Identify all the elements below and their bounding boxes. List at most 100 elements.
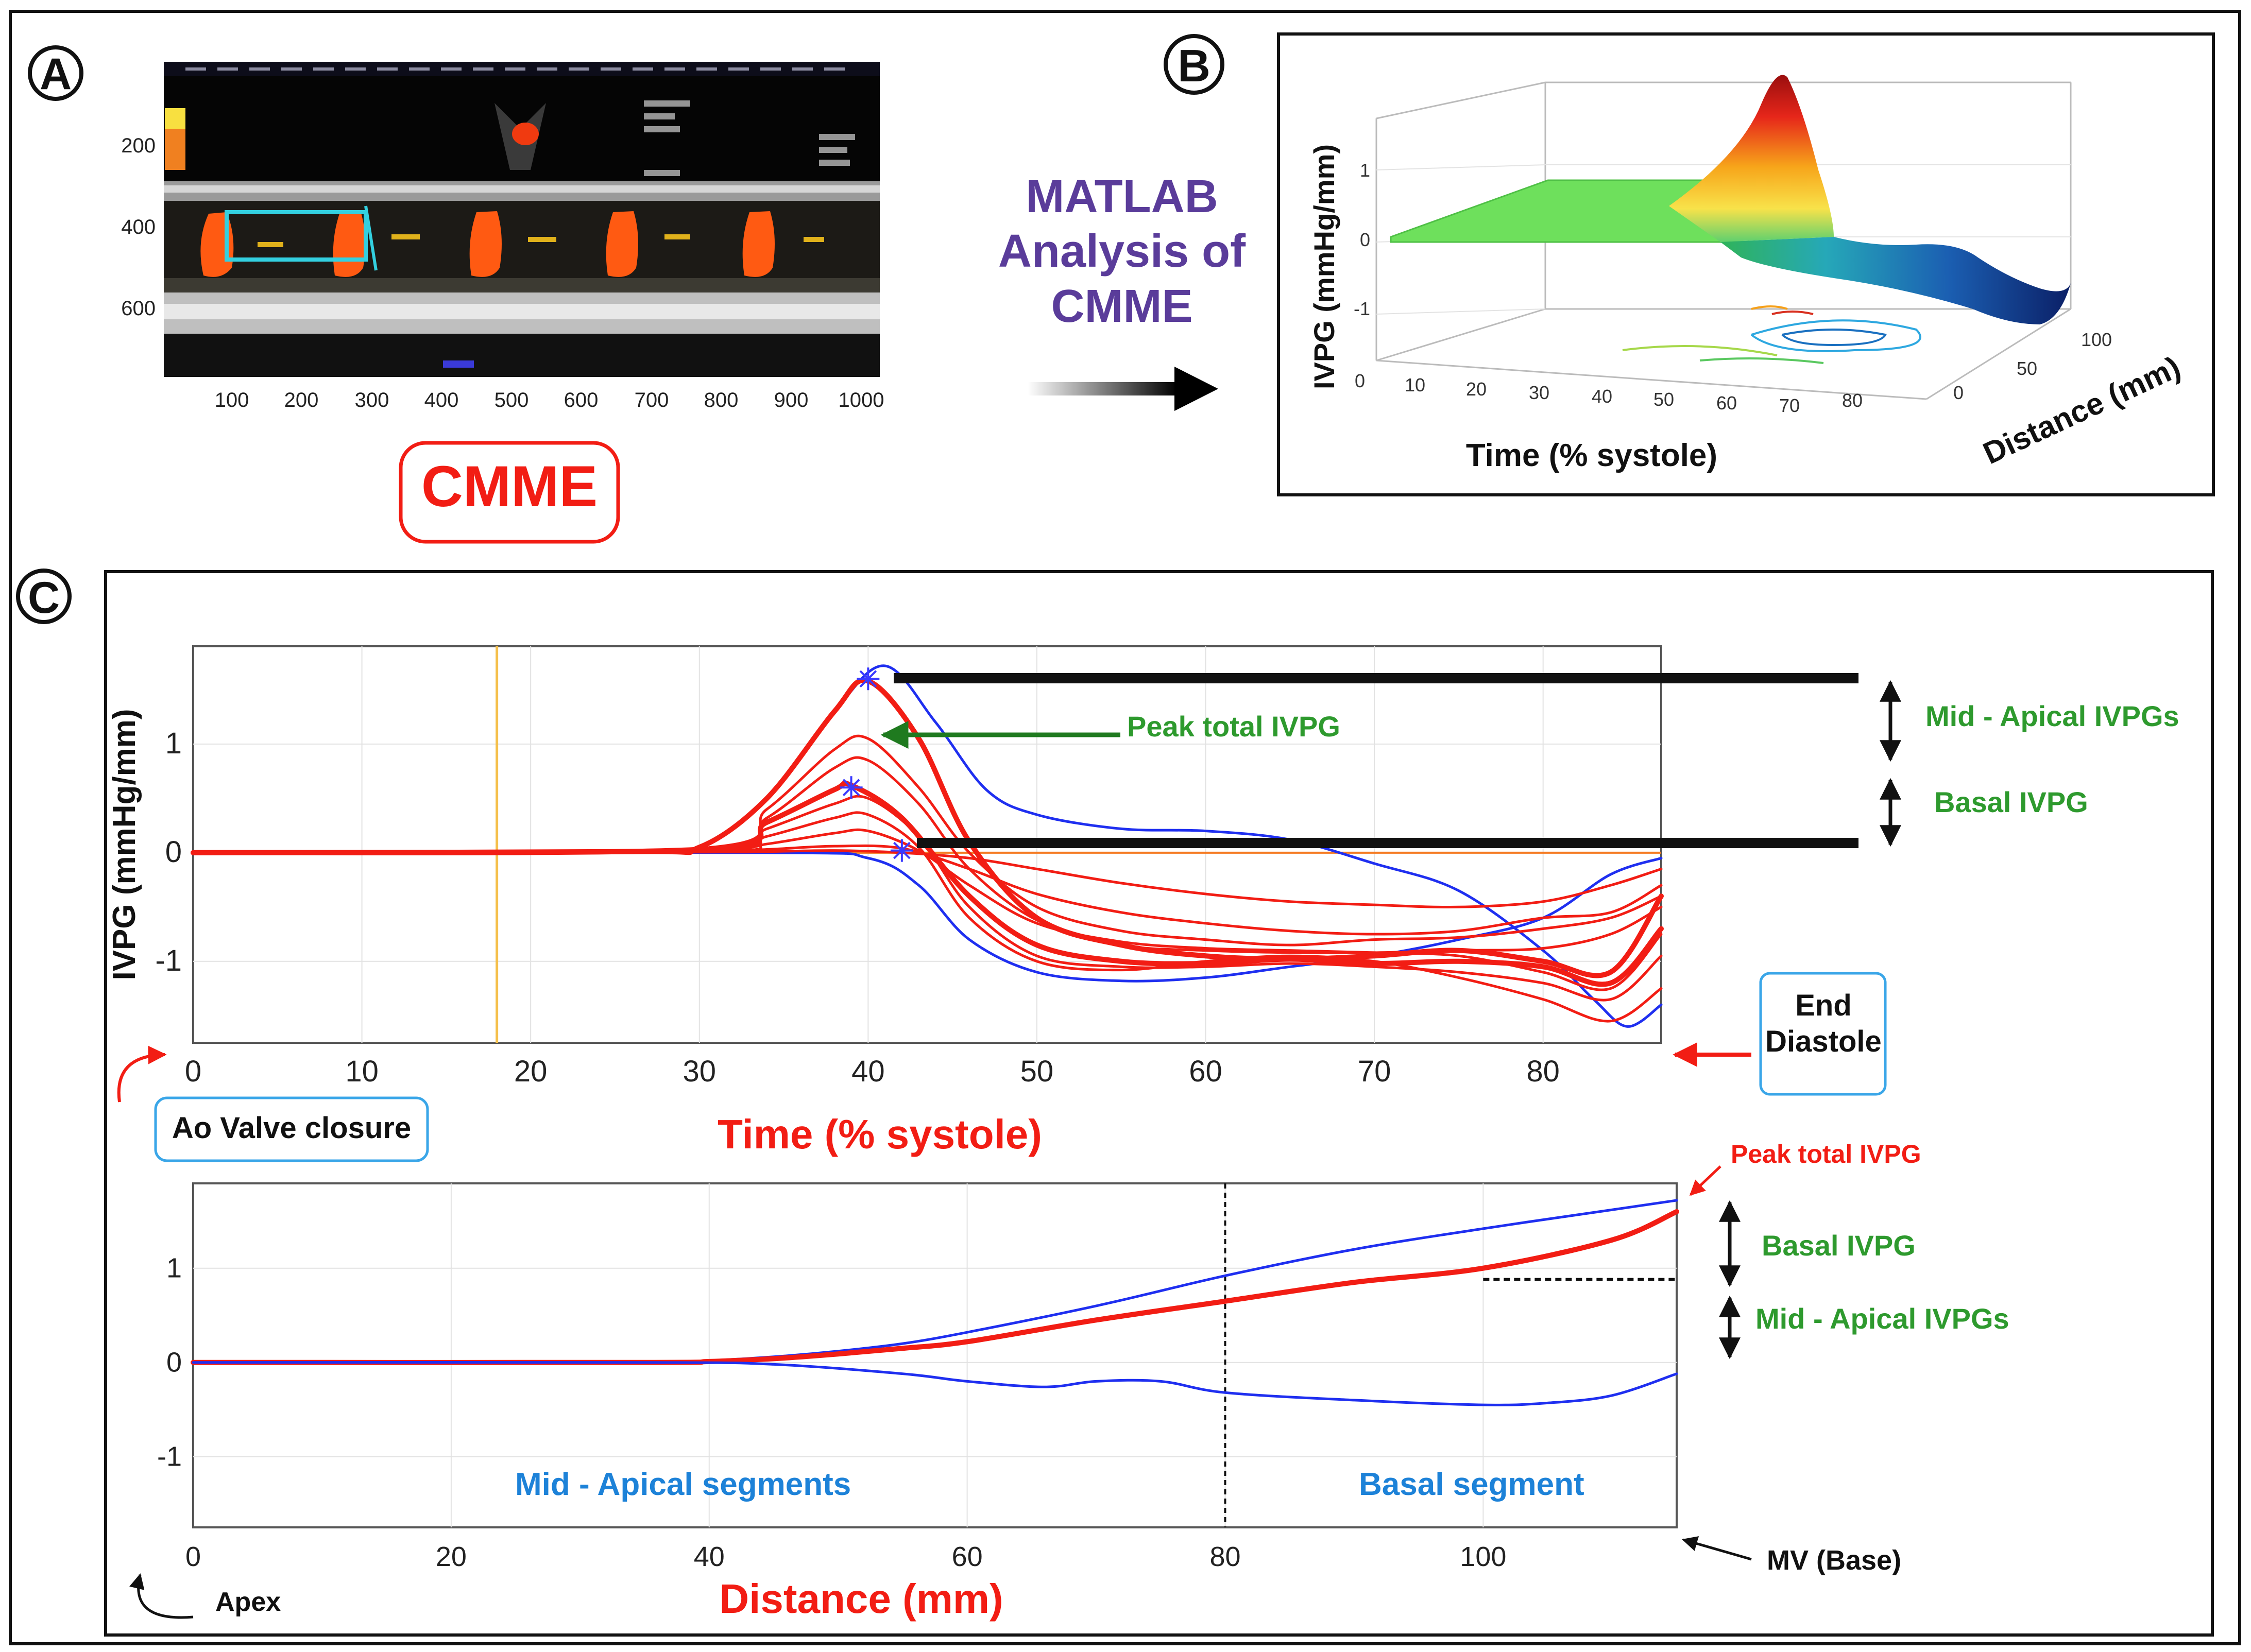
panel-b-z-tick: 100 bbox=[2081, 329, 2112, 350]
panel-b-z-tick: 0 bbox=[1953, 382, 1964, 403]
panel-a-letter: A bbox=[40, 49, 72, 99]
panel-b-y-tick: 1 bbox=[1360, 160, 1370, 181]
cmme-badge-box bbox=[399, 441, 620, 544]
c1-xlabel: Time (% systole) bbox=[718, 1111, 1042, 1157]
panel-a-x-tick: 100 bbox=[215, 389, 249, 411]
c1-x-ticks: 0 10 20 30 40 50 60 70 80 bbox=[185, 1055, 1560, 1088]
x-tick-label: 60 bbox=[952, 1541, 983, 1572]
panel-b-letter: B bbox=[1178, 40, 1210, 91]
y-tick-label: -1 bbox=[155, 944, 182, 977]
c2-axes-box bbox=[192, 1182, 1678, 1528]
panel-b-y-ticks: 1 0 -1 bbox=[1354, 160, 1370, 319]
matlab-line-1: MATLAB bbox=[1026, 171, 1218, 222]
c1-basal-label: Basal IVPG bbox=[1934, 786, 2088, 818]
x-tick-label: 10 bbox=[345, 1055, 379, 1088]
x-tick-label: 0 bbox=[185, 1055, 201, 1088]
panel-a: A bbox=[28, 45, 884, 544]
x-tick-label: 30 bbox=[683, 1055, 717, 1088]
y-tick-label: 0 bbox=[166, 1347, 182, 1378]
panel-a-x-tick: 400 bbox=[424, 389, 459, 411]
panel-a-x-ticks: 100 200 300 400 500 600 700 800 900 1000 bbox=[215, 389, 884, 411]
matlab-analysis-label: MATLAB Analysis of CMME bbox=[998, 171, 1246, 332]
panel-b-y-tick: 0 bbox=[1360, 229, 1370, 250]
y-tick-label: 1 bbox=[165, 727, 182, 760]
c1-peak-total-label: Peak total IVPG bbox=[1127, 710, 1340, 743]
panel-c-letter: C bbox=[28, 573, 60, 623]
y-tick-label: 0 bbox=[165, 835, 182, 869]
panel-a-badge bbox=[28, 45, 83, 101]
panel-b-y-tick: -1 bbox=[1354, 298, 1370, 319]
ivpg-surface bbox=[1390, 75, 2071, 364]
panel-a-x-tick: 700 bbox=[635, 389, 669, 411]
panel-a-x-tick: 900 bbox=[774, 389, 809, 411]
c1-y-ticks: -1 0 1 bbox=[155, 727, 182, 977]
mv-base-arrow-icon bbox=[1682, 1536, 1752, 1561]
c1-ylabel: IVPG (mmHg/mm) bbox=[107, 709, 142, 980]
cmme-badge-label: CMME bbox=[421, 454, 598, 519]
x-tick-label: 40 bbox=[851, 1055, 885, 1088]
panel-b-x-tick: 60 bbox=[1716, 392, 1737, 414]
peak-marker bbox=[840, 776, 863, 799]
series-segment-1 bbox=[192, 734, 1663, 947]
c1-peak-markers bbox=[840, 667, 913, 862]
panel-a-y-tick: 600 bbox=[121, 297, 156, 320]
figure-border bbox=[9, 10, 2241, 1645]
end-diastole-line-1: End bbox=[1795, 989, 1852, 1022]
c2-xlabel: Distance (mm) bbox=[719, 1576, 1003, 1622]
panel-b-x-ticks: 10 20 30 40 50 60 70 80 bbox=[1405, 374, 1863, 416]
panel-b-x-tick: 70 bbox=[1779, 395, 1800, 416]
panel-b-xlabel: Time (% systole) bbox=[1466, 438, 1717, 473]
panel-a-y-tick: 400 bbox=[121, 216, 156, 238]
c1-series-group bbox=[191, 664, 1664, 1028]
c2-basal-label: Basal IVPG bbox=[1762, 1229, 1916, 1262]
c2-series-group bbox=[191, 1199, 1679, 1406]
apex-label: Apex bbox=[215, 1587, 281, 1617]
y-tick-label: 1 bbox=[166, 1253, 182, 1284]
c2-peak-total-label: Peak total IVPG bbox=[1731, 1140, 1921, 1168]
panel-a-x-tick: 600 bbox=[564, 389, 599, 411]
peak-marker bbox=[890, 839, 913, 862]
matlab-line-3: CMME bbox=[1051, 281, 1193, 332]
c2-mid-apical-segments-label: Mid - Apical segments bbox=[515, 1467, 851, 1502]
series-segment-8 bbox=[192, 849, 1663, 908]
x-tick-label: 80 bbox=[1209, 1541, 1240, 1572]
panel-c: C 0 10 20 30 40 50 60 70 80 -101 IVPG (mmHg/mm) … bbox=[16, 569, 2214, 1637]
panel-c-badge bbox=[16, 569, 72, 624]
series-segment-5 bbox=[192, 811, 1663, 1023]
c2-plot-area: 0 20 40 60 80 100 -1 0 1 bbox=[157, 1182, 1679, 1572]
panel-b-z-ticks: 0 50 100 bbox=[1953, 329, 2112, 403]
end-diastole-box bbox=[1759, 972, 1887, 1096]
c1-plot-area: 0 10 20 30 40 50 60 70 80 -1 0 1 bbox=[155, 645, 1664, 1088]
panel-b-x-tick: 50 bbox=[1653, 389, 1674, 410]
panel-b-x-tick: 80 bbox=[1842, 390, 1863, 411]
panel-a-y-ticks: 200 400 600 bbox=[121, 134, 156, 320]
x-tick-label: 50 bbox=[1020, 1055, 1054, 1088]
apex-curved-arrow-icon bbox=[129, 1573, 194, 1619]
peak-marker bbox=[857, 667, 880, 691]
x-tick-label: 0 bbox=[185, 1541, 201, 1572]
panel-b-x-tick: 10 bbox=[1405, 374, 1425, 395]
x-tick-label: 40 bbox=[694, 1541, 725, 1572]
panel-b-x-tick: 40 bbox=[1592, 386, 1612, 407]
x-tick-label: 20 bbox=[436, 1541, 467, 1572]
x-tick-label: 100 bbox=[1460, 1541, 1506, 1572]
panel-b-x-tick: 20 bbox=[1466, 378, 1487, 400]
c2-x-ticks: 0 20 40 60 80 100 bbox=[185, 1541, 1506, 1572]
mv-base-label: MV (Base) bbox=[1767, 1545, 1901, 1576]
series-lower-blue bbox=[192, 1361, 1678, 1406]
panel-a-x-tick: 1000 bbox=[839, 389, 884, 411]
matlab-line-2: Analysis of bbox=[998, 226, 1246, 277]
panel-a-y-tick: 200 bbox=[121, 134, 156, 157]
ao-valve-closure-label: Ao Valve closure bbox=[172, 1111, 411, 1145]
series-segment-3 bbox=[191, 780, 1664, 987]
c2-mid-apical-label: Mid - Apical IVPGs bbox=[1755, 1302, 2009, 1335]
x-tick-label: 20 bbox=[514, 1055, 548, 1088]
c1-mid-apical-label: Mid - Apical IVPGs bbox=[1925, 700, 2179, 732]
panel-a-x-tick: 500 bbox=[494, 389, 529, 411]
panel-b-badge bbox=[1164, 34, 1224, 95]
panel-b-x-tick: 30 bbox=[1529, 382, 1549, 403]
cmme-ultrasound-image bbox=[164, 62, 880, 377]
y-tick-label: -1 bbox=[157, 1441, 182, 1472]
panel-b: B bbox=[1164, 32, 2215, 496]
